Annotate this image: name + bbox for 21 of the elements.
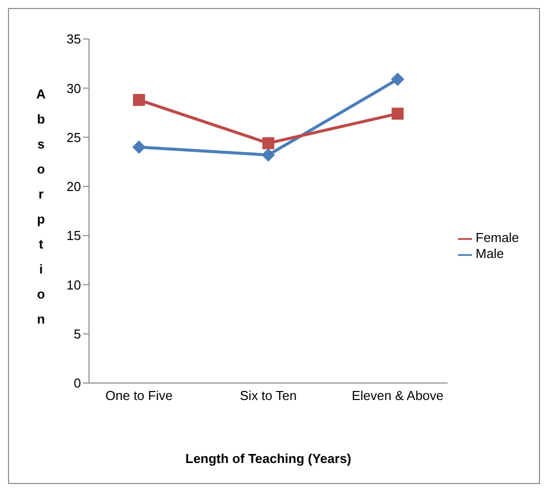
legend-label: Female	[476, 230, 519, 246]
y-tick-label: 35	[66, 32, 81, 47]
point	[133, 94, 145, 106]
legend-label: Male	[476, 246, 504, 261]
x-axis-title: Length of Teaching (Years)	[185, 451, 352, 466]
x-tick-label: Eleven & Above	[352, 388, 444, 404]
y-tick-label: 5	[74, 326, 81, 342]
y-tick-label: 0	[74, 376, 81, 391]
point	[262, 148, 275, 162]
y-tick-label: 15	[66, 228, 81, 244]
point	[391, 72, 404, 86]
y-tick-label: 20	[66, 179, 81, 194]
point	[392, 108, 404, 120]
point	[262, 137, 274, 150]
y-tick-label: 30	[66, 80, 81, 96]
y-tick-label: 25	[66, 130, 81, 145]
x-tick-label: One to Five	[105, 388, 173, 404]
text: Absorption	[36, 86, 46, 326]
y-tick-label: 10	[66, 277, 81, 292]
point	[132, 140, 146, 154]
x-tick-label: Six to Ten	[240, 388, 297, 404]
